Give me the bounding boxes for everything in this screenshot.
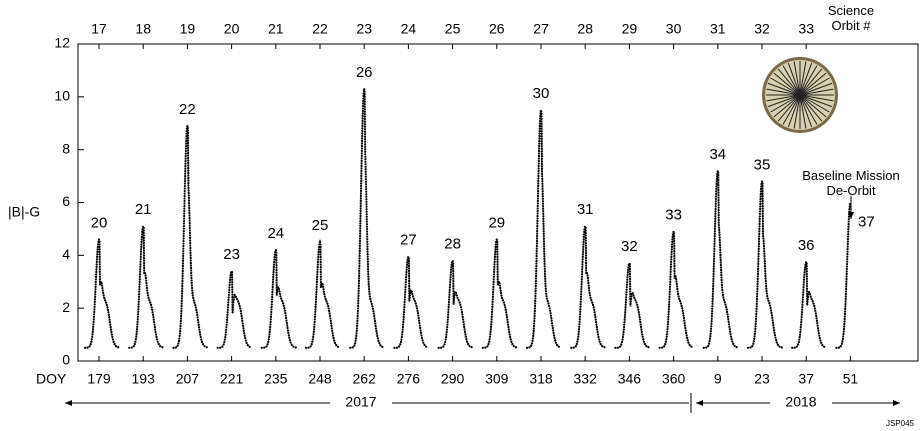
peak-curve	[614, 260, 651, 349]
top-tick-label: 29	[622, 21, 638, 37]
top-tick-label: 19	[180, 21, 196, 37]
top-tick-label: 25	[445, 21, 461, 37]
top-tick-label: 22	[312, 21, 328, 37]
footnote: JSP045	[886, 419, 915, 428]
top-tick-label: 33	[798, 21, 814, 37]
peak-curve	[702, 170, 739, 349]
x-tick-label: 360	[662, 371, 686, 387]
top-tick-label: 24	[401, 21, 417, 37]
top-axis-title: Science Orbit #	[827, 3, 875, 33]
orbit-label: 22	[179, 101, 196, 118]
peak-curve	[304, 239, 342, 349]
orbit-label: 29	[488, 214, 505, 231]
x-tick-label: 221	[220, 371, 244, 387]
orbit-label: 24	[267, 225, 284, 242]
x-tick-label: 9	[714, 371, 722, 387]
peak-curve	[260, 247, 297, 349]
x-tick-label: 193	[132, 371, 156, 387]
x-tick-label: 262	[353, 371, 377, 387]
x-tick-label: 318	[529, 371, 553, 387]
top-tick-label: 28	[577, 21, 593, 37]
peak-curve	[570, 222, 607, 349]
peak-curve	[481, 236, 518, 349]
x-tick-label: 276	[397, 371, 421, 387]
orbit-label: 30	[533, 85, 550, 102]
top-tick-label: 32	[754, 21, 770, 37]
x-tick-label: 346	[618, 371, 642, 387]
y-tick-label: 8	[62, 140, 70, 156]
y-tick-label: 2	[62, 299, 70, 315]
orbit-label: 31	[577, 201, 594, 218]
y-axis-label: |B|-G	[8, 204, 40, 220]
y-tick-label: 4	[62, 246, 70, 262]
annotation: Baseline Mission De-Orbit	[802, 168, 900, 198]
orbit-label: 20	[91, 214, 108, 231]
top-tick-label: 23	[356, 21, 372, 37]
top-tick-label: 20	[224, 21, 240, 37]
x-tick-label: 207	[176, 371, 200, 387]
year-label: 2018	[785, 394, 816, 410]
peak-curve	[83, 236, 121, 349]
top-tick-label: 27	[533, 21, 549, 37]
top-tick-label: 18	[135, 21, 151, 37]
peak-curve	[216, 268, 253, 349]
orbit-label: 35	[754, 156, 771, 173]
orbit-label: 34	[709, 146, 726, 163]
y-tick-label: 0	[62, 352, 70, 368]
y-tick-label: 6	[62, 193, 70, 209]
top-tick-label: 31	[710, 21, 726, 37]
orbit-label: 32	[621, 238, 638, 255]
peak-curve	[791, 259, 828, 349]
x-tick-label: 309	[485, 371, 509, 387]
x-tick-label: 332	[574, 371, 598, 387]
peak-curve	[437, 257, 474, 349]
peak-curve	[393, 254, 430, 349]
spacecraft-icon	[762, 57, 838, 133]
peak-curve	[525, 109, 563, 349]
orbit-label: 27	[400, 232, 417, 249]
y-tick-label: 12	[54, 35, 70, 51]
peak-curve	[172, 125, 209, 349]
x-tick-label: 179	[87, 371, 111, 387]
peak-curve	[658, 228, 695, 349]
peak-curve	[835, 201, 852, 349]
orbit-label: 26	[356, 64, 373, 81]
peak-curve	[349, 88, 386, 349]
x-tick-label: 51	[843, 371, 859, 387]
orbit-label: 37	[858, 213, 875, 230]
orbit-label: 23	[223, 246, 240, 263]
year-label: 2017	[345, 394, 376, 410]
top-tick-label: 21	[268, 21, 284, 37]
peak-curve	[746, 181, 784, 349]
orbit-label: 21	[135, 201, 152, 218]
y-tick-label: 10	[54, 88, 70, 104]
x-axis-label: DOY	[36, 371, 67, 387]
top-tick-label: 30	[666, 21, 682, 37]
x-tick-label: 37	[798, 371, 814, 387]
orbit-label: 36	[798, 237, 815, 254]
top-tick-label: 26	[489, 21, 505, 37]
x-tick-label: 23	[754, 371, 770, 387]
x-tick-label: 235	[264, 371, 288, 387]
orbit-label: 28	[444, 236, 461, 253]
orbit-label: 33	[665, 207, 682, 224]
orbit-label: 25	[312, 217, 329, 234]
x-tick-label: 290	[441, 371, 465, 387]
x-tick-label: 248	[308, 371, 332, 387]
peak-curve	[128, 222, 165, 349]
top-tick-label: 17	[91, 21, 107, 37]
